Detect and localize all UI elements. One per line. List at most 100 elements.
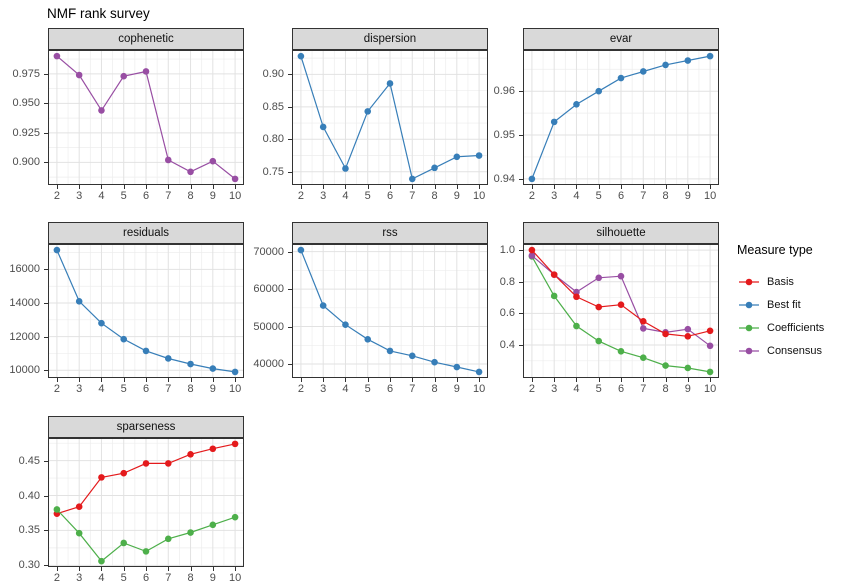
x-axis-tick-mark <box>554 378 556 382</box>
y-axis-tick-mark <box>288 74 292 76</box>
data-point-best-fit <box>75 298 83 305</box>
y-axis-tick-label: 0.6 <box>499 307 515 320</box>
data-point-consensus <box>75 71 83 79</box>
y-axis-tick-mark <box>44 495 48 497</box>
data-point-coefficients <box>209 521 217 529</box>
x-axis-tick-label: 7 <box>640 190 647 202</box>
y-axis-tick-mark <box>44 132 48 134</box>
x-axis-tick-mark <box>412 378 414 382</box>
data-point-coefficients <box>98 557 105 565</box>
data-point-best-fit <box>319 123 327 131</box>
y-axis-tick-label: 0.95 <box>493 129 515 142</box>
y-axis-tick-label: 0.96 <box>493 85 515 98</box>
x-axis-tick-mark <box>390 378 391 382</box>
facet-title: rss <box>382 227 398 239</box>
x-axis-tick-label: 4 <box>573 383 580 395</box>
data-point-basis <box>164 460 172 467</box>
x-axis-tick-mark <box>479 185 481 189</box>
x-axis-tick-mark <box>412 185 414 189</box>
data-point-best-fit <box>639 68 647 75</box>
x-axis-tick-mark <box>168 567 170 571</box>
data-point-consensus <box>231 175 239 183</box>
facet-strip: evar <box>523 28 719 50</box>
x-axis-tick-mark <box>168 378 170 382</box>
data-point-consensus <box>595 274 603 282</box>
x-axis-tick-label: 4 <box>342 190 349 202</box>
x-axis-tick-mark <box>79 567 81 571</box>
x-axis-tick-mark <box>146 567 147 571</box>
y-axis-tick-label: 0.30 <box>18 559 40 572</box>
data-point-best-fit <box>98 319 105 327</box>
facet-title: residuals <box>122 227 170 239</box>
x-axis-tick-label: 6 <box>142 190 150 202</box>
plot-area-svg <box>48 50 244 185</box>
data-point-best-fit <box>53 246 61 254</box>
legend-key-point <box>745 278 753 285</box>
x-axis-tick-label: 5 <box>595 190 602 202</box>
y-axis-tick-mark <box>44 269 48 271</box>
x-axis-tick-mark <box>434 378 436 382</box>
data-point-coefficients <box>164 535 172 543</box>
y-axis-tick-label: 70000 <box>253 245 284 258</box>
x-axis-tick-mark <box>123 185 125 189</box>
legend-key-icon <box>739 324 759 331</box>
y-axis-tick-label: 0.950 <box>12 97 40 110</box>
x-axis-tick-label: 4 <box>98 572 105 584</box>
data-point-best-fit <box>120 335 128 343</box>
y-axis-tick-mark <box>288 139 292 141</box>
x-axis-tick-mark <box>323 185 325 189</box>
data-point-best-fit <box>164 355 172 362</box>
plot-area-svg <box>292 50 488 185</box>
data-point-basis <box>573 293 580 301</box>
panel-border <box>292 244 488 378</box>
x-axis-tick-mark <box>531 185 533 189</box>
data-point-best-fit <box>550 118 558 126</box>
legend-item-best-fit: Best fit <box>737 293 824 316</box>
data-point-coefficients <box>550 292 558 300</box>
plot-area-svg <box>48 244 244 378</box>
data-point-basis <box>98 474 105 481</box>
y-axis-tick-label: 0.90 <box>262 68 284 81</box>
x-axis-tick-label: 7 <box>165 190 172 202</box>
y-axis-tick-label: 0.40 <box>18 489 40 502</box>
data-point-best-fit <box>431 358 438 366</box>
data-point-best-fit <box>595 87 603 95</box>
legend-item-coefficients: Coefficients <box>737 316 824 339</box>
facet-strip: cophenetic <box>48 28 244 50</box>
x-axis-tick-mark <box>456 185 458 189</box>
x-axis-tick-mark <box>101 378 103 382</box>
x-axis-tick-label: 8 <box>187 572 194 584</box>
plot-area-svg <box>523 244 719 378</box>
data-point-consensus <box>53 52 61 60</box>
panel-border <box>48 50 244 185</box>
y-axis-tick-label: 50000 <box>253 320 284 333</box>
y-axis-tick-mark <box>288 106 292 108</box>
data-point-best-fit <box>209 365 217 372</box>
x-axis-tick-label: 9 <box>209 190 216 202</box>
x-axis-tick-mark <box>190 185 192 189</box>
x-axis-tick-mark <box>168 185 170 189</box>
x-axis-tick-label: 4 <box>342 383 349 395</box>
x-axis-tick-label: 6 <box>617 190 625 202</box>
legend-item-basis: Basis <box>737 270 824 293</box>
data-point-best-fit <box>475 368 483 376</box>
x-axis-tick-mark <box>123 378 125 382</box>
data-point-basis <box>706 327 714 335</box>
x-axis-tick-mark <box>554 185 556 189</box>
x-axis-tick-mark <box>576 185 578 189</box>
x-axis-tick-mark <box>456 378 458 382</box>
data-point-consensus <box>639 325 647 332</box>
plot-area-svg <box>523 50 719 185</box>
x-axis-tick-label: 6 <box>617 383 625 395</box>
x-axis-tick-label: 4 <box>573 190 580 202</box>
x-axis-tick-label: 6 <box>386 190 394 202</box>
facet-evar: evar 0.94 0.95 0.96 2 3 4 5 6 7 8 9 10 <box>477 28 719 205</box>
data-point-basis <box>528 246 536 254</box>
x-axis-tick-mark <box>643 378 645 382</box>
x-axis-tick-label: 8 <box>431 383 438 395</box>
y-axis-tick-mark <box>44 460 48 462</box>
x-axis-tick-label: 6 <box>386 383 394 395</box>
y-axis-tick-mark <box>44 162 48 164</box>
data-point-best-fit <box>706 52 714 60</box>
y-axis-tick-mark <box>288 326 292 328</box>
